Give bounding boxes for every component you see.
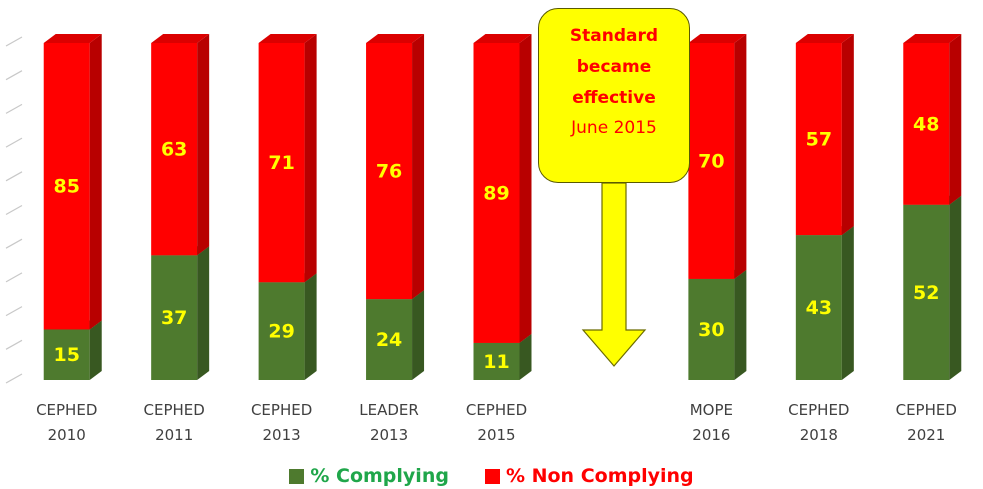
- x-tick-label: MOPE 2016: [689, 401, 734, 444]
- bar: [258, 43, 305, 283]
- bar-top: [258, 34, 317, 43]
- x-tick-label: CEPHED 2015: [465, 401, 528, 444]
- bar-side: [949, 195, 962, 380]
- bar-top: [795, 34, 854, 43]
- legend-swatch: [484, 468, 500, 484]
- bar-side: [412, 34, 425, 300]
- x-tick-label: CEPHED 2011: [143, 401, 205, 444]
- bar-side: [519, 34, 532, 343]
- value-label: 52: [913, 282, 939, 304]
- bar: [151, 43, 198, 256]
- value-label: 29: [268, 321, 294, 343]
- x-tick-label: CEPHED 2010: [36, 401, 98, 444]
- grid-line: [5, 171, 23, 182]
- bar-top: [473, 34, 532, 43]
- bar: [366, 43, 413, 300]
- value-label: 30: [698, 319, 724, 341]
- value-label: 89: [483, 182, 509, 204]
- bar-side: [734, 34, 747, 279]
- grid-line: [5, 137, 23, 148]
- arrow: [581, 182, 647, 367]
- annotation-date: June 2015: [571, 118, 657, 138]
- annotation-text: Standard became effective: [569, 26, 659, 108]
- bar-side: [519, 333, 532, 380]
- bar-side: [412, 290, 425, 380]
- bar: [688, 278, 735, 380]
- grid-line: [5, 339, 23, 350]
- x-tick-label: CEPHED 2013: [250, 401, 313, 444]
- legend: % Complying % Non Complying: [0, 465, 983, 487]
- bar: [903, 204, 950, 380]
- bar-side: [89, 34, 102, 330]
- bar: [43, 43, 90, 330]
- grid-line: [5, 204, 23, 216]
- bar-side: [304, 34, 317, 283]
- x-tick-label: CEPHED 2021: [895, 401, 957, 444]
- bar-top: [366, 34, 425, 43]
- bar: [473, 43, 520, 343]
- grid-line: [5, 103, 23, 114]
- annotation: Standard became effective June 2015: [538, 8, 690, 183]
- value-label: 70: [698, 150, 724, 172]
- bar-top: [43, 34, 102, 43]
- bar-side: [734, 269, 747, 380]
- bar: [795, 235, 842, 380]
- grid-line: [5, 238, 23, 249]
- bar: [795, 43, 842, 236]
- x-tick-label: LEADER 2013: [359, 401, 419, 444]
- grid-line: [5, 373, 23, 384]
- bar-side: [197, 246, 210, 380]
- bar-side: [197, 34, 210, 256]
- value-label: 63: [161, 139, 187, 161]
- grid-line: [5, 36, 23, 47]
- bar: [151, 255, 198, 380]
- value-label: 15: [53, 344, 79, 366]
- bar-side: [841, 34, 854, 236]
- legend-item: % Non Complying: [484, 465, 694, 487]
- bar: [903, 43, 950, 205]
- value-label: 85: [53, 176, 79, 198]
- bar: [258, 282, 305, 380]
- value-label: 71: [268, 152, 294, 174]
- value-label: 48: [913, 113, 939, 135]
- value-label: 24: [376, 329, 402, 351]
- bar-side: [89, 320, 102, 380]
- x-tick-label: CEPHED 2018: [788, 401, 850, 444]
- bar-top: [151, 34, 210, 43]
- value-label: 11: [483, 351, 509, 373]
- legend-label: % Non Complying: [505, 465, 694, 487]
- bar-side: [304, 273, 317, 380]
- bar-side: [949, 34, 962, 205]
- grid-line: [5, 70, 23, 81]
- bar: [43, 329, 90, 380]
- bar-top: [903, 34, 962, 43]
- bar: [366, 299, 413, 380]
- bar-side: [841, 226, 854, 380]
- bar: [688, 43, 735, 279]
- value-label: 57: [806, 129, 832, 151]
- value-label: 37: [161, 307, 187, 329]
- grid-line: [5, 272, 23, 283]
- legend-swatch: [289, 468, 305, 484]
- value-label: 43: [806, 297, 832, 319]
- bar-top: [688, 34, 747, 43]
- legend-item: % Complying: [289, 465, 449, 487]
- grid-line: [5, 306, 23, 317]
- legend-label: % Complying: [310, 465, 449, 487]
- bar: [473, 342, 520, 380]
- value-label: 76: [376, 161, 402, 183]
